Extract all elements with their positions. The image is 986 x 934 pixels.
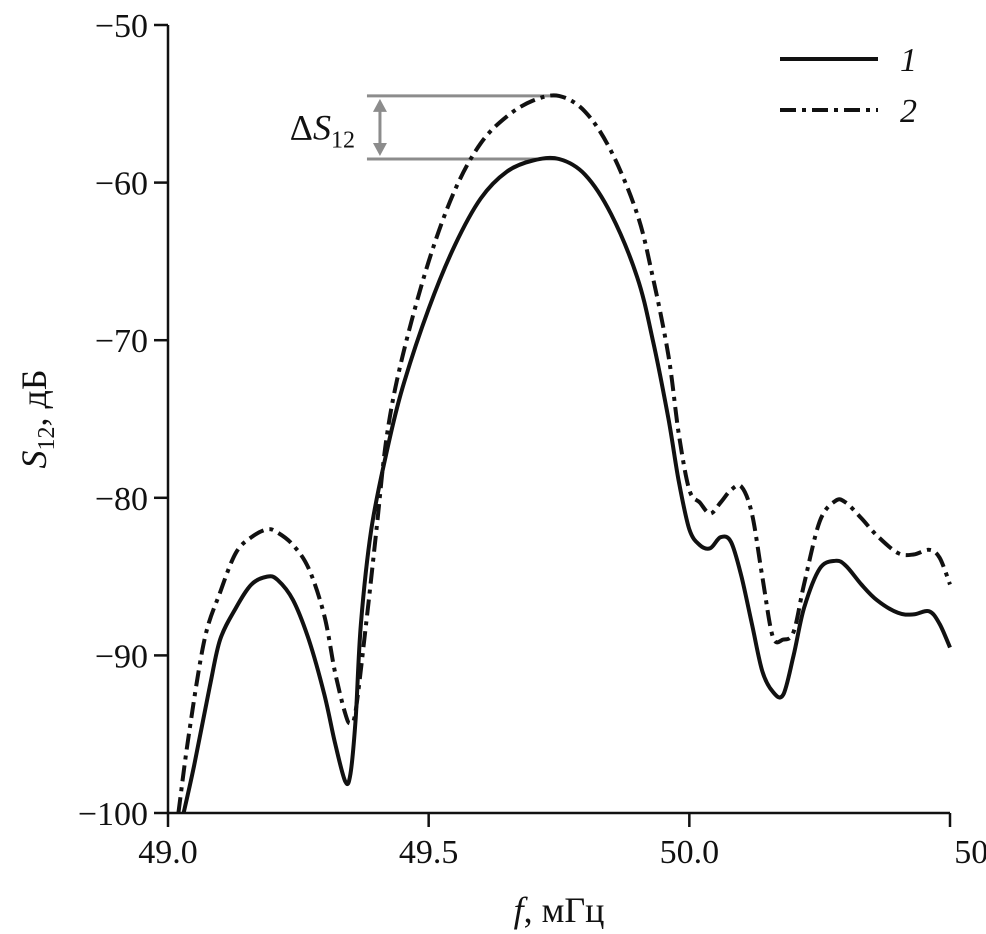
legend: 12 <box>780 42 917 130</box>
y-axis-label: S12, дБ <box>14 370 60 469</box>
y-tick-label: −70 <box>95 323 148 360</box>
series-2-line <box>176 93 952 814</box>
y-tick-label: −60 <box>95 166 148 203</box>
y-tick-label: −90 <box>95 638 148 675</box>
axis-labels: f, мГц S12, дБ <box>14 370 604 931</box>
axes <box>166 25 950 815</box>
series-1-line <box>181 155 952 814</box>
legend-label-1: 1 <box>900 42 917 79</box>
x-tick-label: 49.0 <box>138 834 198 871</box>
y-tick-label: −80 <box>95 481 148 518</box>
y-tick-label: −100 <box>78 796 148 833</box>
x-tick-label: 50.5 <box>954 834 986 871</box>
x-tick-label: 49.5 <box>399 834 459 871</box>
delta-arrow-up-head <box>372 98 387 112</box>
legend-label-2: 2 <box>900 93 917 130</box>
x-axis-label: f, мГц <box>514 890 605 930</box>
delta-arrow-down-head <box>372 142 387 156</box>
x-tick-label: 50.0 <box>660 834 720 871</box>
series-curves <box>176 93 952 814</box>
delta-s12-label: ΔS12 <box>290 107 355 153</box>
y-tick-label: −50 <box>95 8 148 45</box>
delta-s12-annotation: ΔS12 <box>290 94 559 161</box>
